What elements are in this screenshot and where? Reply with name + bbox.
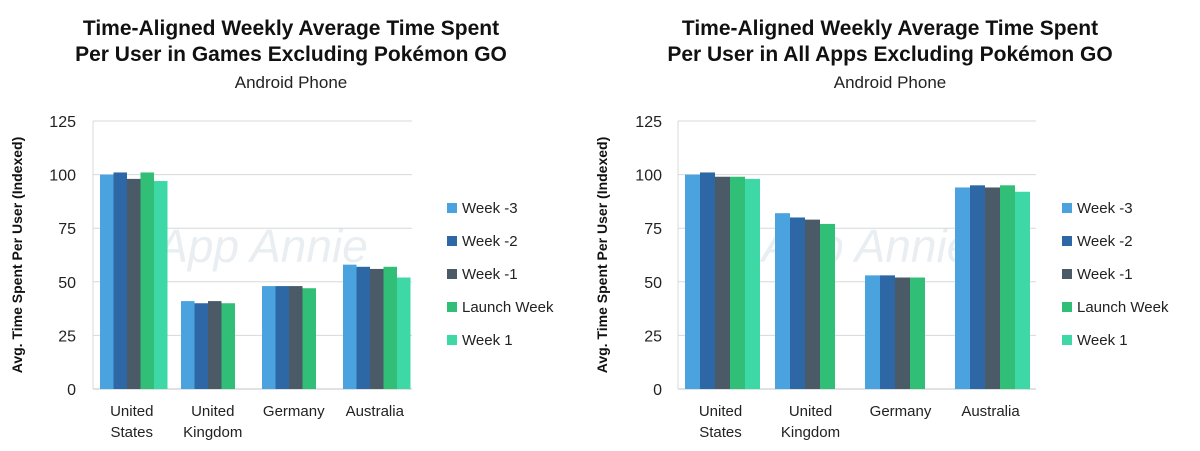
- y-axis-label: Avg. Time Spent Per User (Indexed): [594, 137, 610, 374]
- legend-label: Week 1: [462, 332, 513, 349]
- bar: [275, 286, 289, 389]
- bar: [343, 264, 357, 389]
- y-tick-label: 100: [635, 168, 662, 185]
- x-tick-label: United: [699, 403, 742, 420]
- chart-title: Time-Aligned Weekly Average Time Spent P…: [0, 16, 586, 68]
- bar: [302, 288, 316, 389]
- bar: [100, 174, 114, 389]
- y-axis-label: Avg. Time Spent Per User (Indexed): [9, 137, 25, 374]
- legend-label: Week -2: [1077, 233, 1133, 250]
- bar: [805, 219, 820, 389]
- bar: [181, 301, 195, 389]
- legend-label: Week -1: [462, 266, 518, 283]
- y-tick-label: 0: [653, 382, 662, 399]
- bar: [895, 277, 910, 389]
- legend-swatch: [447, 302, 457, 312]
- legend-label: Week -1: [1077, 266, 1133, 283]
- bar: [262, 286, 276, 389]
- y-tick-label: 75: [644, 221, 662, 238]
- legend-label: Week -3: [462, 200, 518, 217]
- bar: [194, 303, 208, 389]
- y-tick-label: 50: [58, 275, 76, 292]
- x-tick-label: United: [110, 403, 153, 420]
- chart-title-line1: Time-Aligned Weekly Average Time Spent: [82, 17, 500, 40]
- y-tick-label: 125: [635, 114, 662, 131]
- bar: [790, 217, 805, 389]
- bar: [880, 275, 895, 389]
- bar: [154, 181, 168, 389]
- x-tick-label: Kingdom: [183, 424, 242, 441]
- bar: [127, 178, 141, 389]
- games-chart-panel: Time-Aligned Weekly Average Time Spent P…: [0, 0, 590, 451]
- bar: [820, 223, 835, 389]
- bar: [397, 277, 411, 389]
- bar: [865, 275, 880, 389]
- legend-swatch: [1062, 335, 1072, 345]
- bar: [208, 301, 222, 389]
- legend-swatch: [447, 203, 457, 213]
- y-tick-label: 25: [644, 328, 662, 345]
- all-apps-chart-panel: Time-Aligned Weekly Average Time Spent P…: [590, 0, 1200, 451]
- bar: [113, 172, 127, 389]
- y-tick-label: 125: [49, 114, 76, 131]
- bar: [1015, 191, 1030, 389]
- y-tick-label: 75: [58, 221, 76, 238]
- bar: [289, 286, 303, 389]
- bar: [370, 268, 384, 389]
- legend-label: Week 1: [1077, 332, 1128, 349]
- bar: [685, 174, 700, 389]
- y-tick-label: 0: [67, 382, 76, 399]
- bar: [715, 176, 730, 389]
- bar: [383, 266, 397, 389]
- bar: [730, 176, 745, 389]
- bar: [745, 178, 760, 389]
- bar: [356, 266, 370, 389]
- bar: [970, 185, 985, 389]
- bar: [1000, 185, 1015, 389]
- bar: [221, 303, 235, 389]
- chart-subtitle: Android Phone: [833, 73, 947, 92]
- legend-label: Week -2: [462, 233, 518, 250]
- x-tick-label: Australia: [961, 403, 1020, 420]
- legend-label: Week -3: [1077, 200, 1133, 217]
- chart-title-line1: Time-Aligned Weekly Average Time Spent: [681, 17, 1099, 40]
- x-tick-label: United: [191, 403, 234, 420]
- bar: [985, 187, 1000, 389]
- x-tick-label: States: [699, 424, 742, 441]
- legend-swatch: [447, 269, 457, 279]
- x-tick-label: Kingdom: [781, 424, 840, 441]
- x-tick-label: Germany: [870, 403, 932, 420]
- chart-title-line2: Per User in All Apps Excluding Pokémon G…: [667, 43, 1113, 66]
- legend-label: Launch Week: [1077, 299, 1169, 316]
- bar: [140, 172, 154, 389]
- x-tick-label: States: [110, 424, 153, 441]
- bar: [955, 187, 970, 389]
- legend-swatch: [1062, 236, 1072, 246]
- legend-swatch: [447, 236, 457, 246]
- bar: [910, 277, 925, 389]
- y-tick-label: 50: [644, 275, 662, 292]
- bar: [775, 213, 790, 389]
- bar: [700, 172, 715, 389]
- y-tick-label: 100: [49, 168, 76, 185]
- legend-swatch: [1062, 269, 1072, 279]
- x-tick-label: Australia: [346, 403, 405, 420]
- chart-subtitle: Android Phone: [234, 73, 348, 92]
- legend-swatch: [1062, 302, 1072, 312]
- x-tick-label: United: [789, 403, 832, 420]
- legend-swatch: [447, 335, 457, 345]
- x-tick-label: Germany: [263, 403, 325, 420]
- chart-title: Time-Aligned Weekly Average Time Spent P…: [590, 16, 1190, 68]
- y-tick-label: 25: [58, 328, 76, 345]
- legend-swatch: [1062, 203, 1072, 213]
- chart-title-line2: Per User in Games Excluding Pokémon GO: [75, 43, 507, 66]
- legend-label: Launch Week: [462, 299, 554, 316]
